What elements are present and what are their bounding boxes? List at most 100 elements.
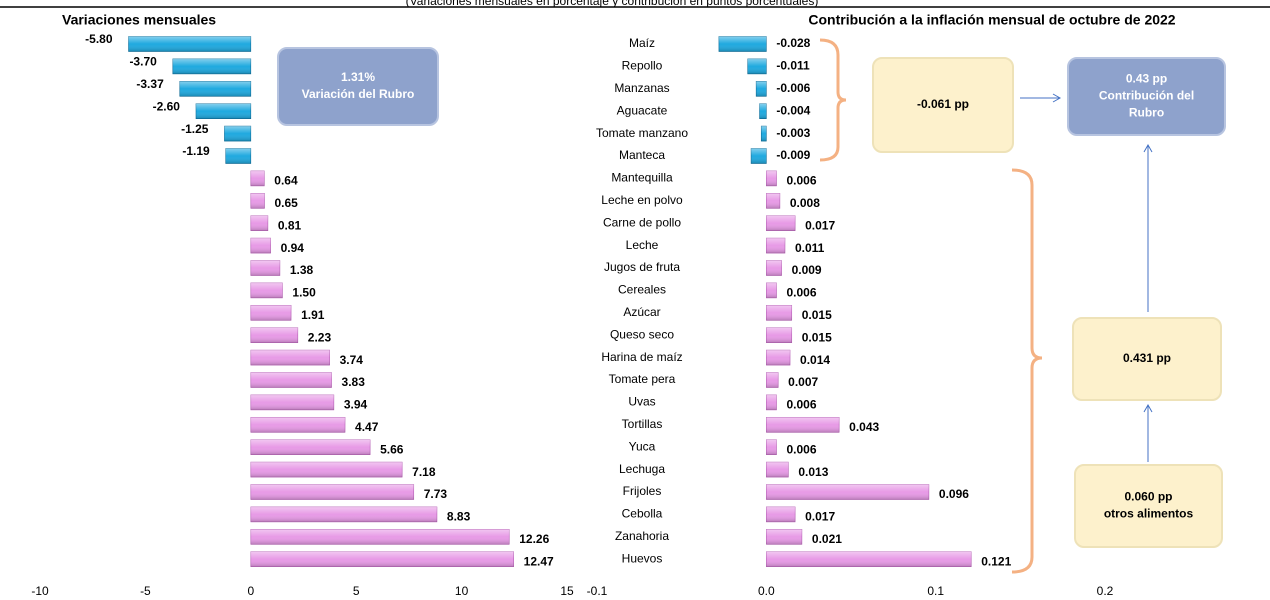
value-label: 0.006 xyxy=(786,286,816,300)
value-label: -0.011 xyxy=(776,59,810,73)
bar-shine xyxy=(250,215,268,231)
x-tick-label: 0.0 xyxy=(758,584,775,598)
annotation-text: 0.43 pp xyxy=(1126,72,1167,86)
category-label: Lechuga xyxy=(619,462,665,476)
value-label: 0.017 xyxy=(805,510,835,524)
bar-shine xyxy=(761,126,767,142)
value-label: 0.017 xyxy=(805,218,835,232)
value-label: 1.50 xyxy=(292,286,316,300)
subtitle: (Variaciones mensuales en porcentaje y c… xyxy=(406,0,819,8)
bar-shine xyxy=(766,238,785,254)
annotation-text: -0.061 pp xyxy=(917,97,969,111)
category-label: Cereales xyxy=(618,283,666,297)
value-label: 2.23 xyxy=(308,330,332,344)
category-label: Cebolla xyxy=(622,507,663,521)
value-label: 7.18 xyxy=(412,465,436,479)
bar-shine xyxy=(766,170,777,186)
value-label: 0.008 xyxy=(790,196,820,210)
value-label: 0.015 xyxy=(802,308,832,322)
annotation-text: Contribución del xyxy=(1099,89,1194,103)
annotation-text: otros alimentos xyxy=(1104,507,1194,521)
category-label: Queso seco xyxy=(610,327,674,341)
bar-shine xyxy=(250,327,298,343)
x-tick-label: 15 xyxy=(560,584,574,598)
bar-shine xyxy=(759,103,767,119)
category-label: Manteca xyxy=(619,148,665,162)
bar-shine xyxy=(766,506,796,522)
category-label: Huevos xyxy=(622,551,663,565)
annotation-box xyxy=(872,57,1014,153)
value-label: 3.83 xyxy=(342,375,366,389)
bar-shine xyxy=(766,394,777,410)
category-label: Frijoles xyxy=(623,484,662,498)
value-label: 0.007 xyxy=(788,375,818,389)
value-label: 0.94 xyxy=(281,241,305,255)
value-label: 5.66 xyxy=(380,442,404,456)
bar-shine xyxy=(718,36,767,52)
annotation-box xyxy=(1067,57,1226,136)
value-label: 0.043 xyxy=(849,420,879,434)
bar-shine xyxy=(766,462,789,478)
category-label: Zanahoria xyxy=(615,529,669,543)
category-label: Tortillas xyxy=(622,417,663,431)
x-tick-label: 0.2 xyxy=(1097,584,1114,598)
category-label: Aguacate xyxy=(617,103,668,117)
bar-shine xyxy=(250,484,414,500)
value-label: 1.91 xyxy=(301,308,325,322)
value-label: -0.028 xyxy=(776,36,810,50)
value-label: 0.013 xyxy=(798,465,828,479)
annotation-text: 0.060 pp xyxy=(1124,490,1172,504)
annotation-box xyxy=(1074,464,1223,548)
bar-shine xyxy=(172,58,251,74)
value-label: 0.015 xyxy=(802,330,832,344)
bracket xyxy=(1011,168,1043,574)
bar-shine xyxy=(766,372,779,388)
annotation-text: 1.31% xyxy=(341,70,375,84)
bar-shine xyxy=(250,417,346,433)
bar-shine xyxy=(766,529,802,545)
category-label: Azúcar xyxy=(623,305,660,319)
bar-shine xyxy=(766,193,780,209)
value-label: 0.006 xyxy=(786,398,816,412)
bar-shine xyxy=(195,103,251,119)
bar-shine xyxy=(250,506,437,522)
category-label: Tomate manzano xyxy=(596,126,688,140)
bar-shine xyxy=(224,126,251,142)
bar-shine xyxy=(766,305,792,321)
bar-shine xyxy=(250,238,271,254)
value-label: 3.94 xyxy=(344,398,368,412)
chart-title: Contribución a la inflación mensual de o… xyxy=(808,12,1175,28)
value-label: -0.006 xyxy=(776,81,810,95)
bar-shine xyxy=(128,36,251,52)
bar-shine xyxy=(250,193,265,209)
value-label: 12.26 xyxy=(519,532,549,546)
value-label: -1.25 xyxy=(181,122,209,136)
category-label: Repollo xyxy=(622,59,663,73)
bar-shine xyxy=(766,282,777,298)
bar-shine xyxy=(766,551,972,567)
value-label: 1.38 xyxy=(290,263,314,277)
bar-shine xyxy=(250,462,403,478)
value-label: 0.096 xyxy=(939,487,969,501)
bar-shine xyxy=(250,260,280,276)
value-label: 4.47 xyxy=(355,420,379,434)
value-label: -2.60 xyxy=(153,99,181,113)
category-label: Jugos de fruta xyxy=(604,260,680,274)
bar-shine xyxy=(766,215,796,231)
value-label: 0.021 xyxy=(812,532,842,546)
bar-shine xyxy=(766,260,782,276)
value-label: 0.81 xyxy=(278,218,302,232)
category-label: Carne de pollo xyxy=(603,215,681,229)
bar-shine xyxy=(250,170,265,186)
category-label: Uvas xyxy=(628,395,655,409)
annotation-text: Variación del Rubro xyxy=(302,87,415,101)
bracket xyxy=(819,38,847,162)
x-tick-label: -10 xyxy=(31,584,49,598)
bar-shine xyxy=(766,417,840,433)
x-tick-label: 0.1 xyxy=(927,584,944,598)
category-label: Yuca xyxy=(629,439,656,453)
bar-shine xyxy=(250,282,283,298)
value-label: 12.47 xyxy=(524,554,554,568)
x-tick-label: 5 xyxy=(353,584,360,598)
